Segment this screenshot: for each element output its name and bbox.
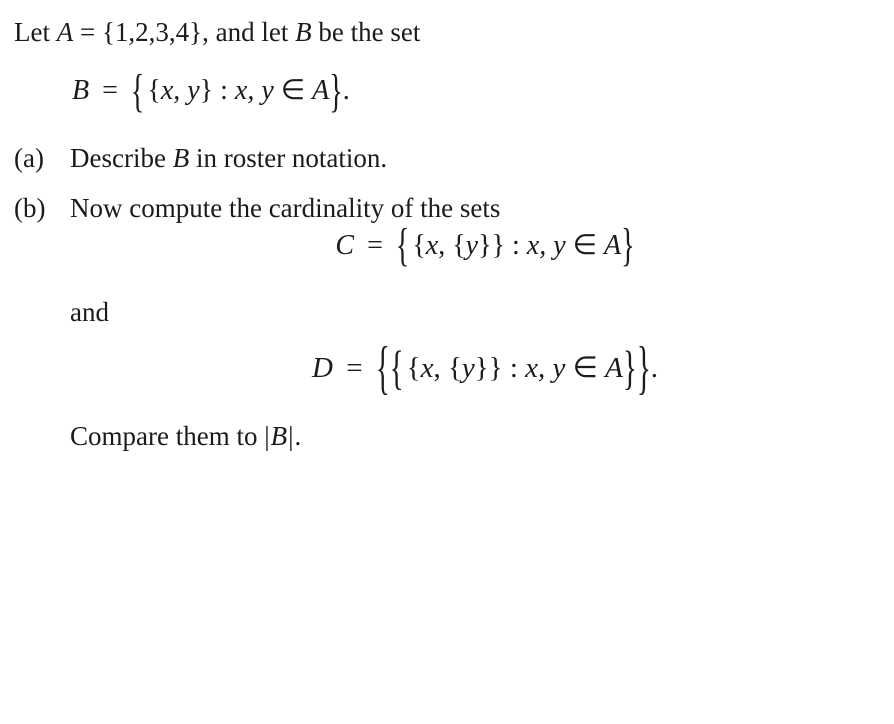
eqB-period: . [343, 75, 350, 106]
eqC-comma: , [438, 230, 445, 261]
eqB-cond-xy: x, y [235, 75, 274, 106]
intro-post: be the set [312, 17, 421, 47]
part-b-text1: Now compute the cardinality of the sets [70, 193, 500, 223]
eqC-innerClose: } [492, 230, 505, 261]
eqC-in: ∈ [573, 230, 597, 261]
part-b-final1: Compare them to [70, 421, 264, 451]
part-b-and: and [70, 294, 894, 330]
eqD-outerClose: } [637, 330, 651, 410]
eqB-cond-A: A [312, 75, 329, 106]
equation-B: B = {{x, y} : x, y ∈ A}. [72, 72, 894, 111]
eqD-yClose: } [475, 352, 489, 384]
eqD-colon: : [510, 352, 518, 384]
eqB-setClose: } [329, 62, 342, 124]
intro-mid: , and let [202, 17, 295, 47]
eqB-setOpen: { [131, 62, 144, 124]
eqD-comma: , [433, 352, 440, 384]
eqC-x: x [426, 230, 438, 261]
part-a: (a) Describe B in roster notation. [14, 140, 894, 176]
intro-A: A [57, 17, 74, 47]
eqC-eq: = [367, 230, 383, 261]
intro-set: {1,2,3,4} [102, 17, 202, 47]
eqD-outerOpen: { [376, 330, 390, 410]
intro-B: B [295, 17, 312, 47]
eqD-x: x [421, 352, 434, 384]
eqB-innerOpen: { [147, 75, 160, 106]
eqD-cond-A: A [605, 352, 623, 384]
part-a-B: B [173, 143, 190, 173]
part-b-marker: (b) [14, 190, 45, 226]
eqD-y: y [462, 352, 475, 384]
eqB-xy: x, y [161, 75, 200, 106]
part-a-text2: in roster notation. [189, 143, 387, 173]
eqD-cond-xy: x, y [525, 352, 565, 384]
eqC-setOpen: { [396, 216, 409, 278]
eqC-y: y [466, 230, 478, 261]
eqC-innerOpen: { [412, 230, 425, 261]
eqD-setClose: } [623, 338, 637, 403]
part-b-final2: . [295, 421, 302, 451]
eqD-yOpen: { [448, 352, 462, 384]
eqB-eq: = [102, 75, 118, 106]
eqD-period: . [651, 352, 658, 384]
eqD-innerClose: } [489, 352, 503, 384]
equation-D: D = {{{x, {y}} : x, y ∈ A}}. [70, 349, 894, 390]
eqC-yClose: } [478, 230, 491, 261]
eqD-eq: = [346, 352, 362, 384]
eqD-setOpen: { [390, 338, 404, 403]
part-b-final: Compare them to |B|. [70, 418, 894, 454]
equation-C: C = {{x, {y}} : x, y ∈ A} [70, 227, 894, 266]
eqC-lhs: C [335, 230, 354, 261]
eqC-colon: : [512, 230, 520, 261]
eqC-cond-xy: x, y [527, 230, 566, 261]
eqB-innerClose: } [200, 75, 213, 106]
part-b: (b) Now compute the cardinality of the s… [14, 190, 894, 454]
eqB-lhs: B [72, 75, 89, 106]
eqD-lhs: D [312, 352, 333, 384]
eqC-yOpen: { [452, 230, 465, 261]
eqC-cond-A: A [604, 230, 621, 261]
intro-eq: = [73, 17, 102, 47]
part-a-marker: (a) [14, 140, 44, 176]
eqB-in: ∈ [281, 75, 305, 106]
eqD-in: ∈ [573, 352, 598, 384]
part-a-text1: Describe [70, 143, 173, 173]
intro-pre: Let [14, 17, 57, 47]
part-b-final-abs: |B| [264, 421, 294, 451]
eqC-setClose: } [621, 216, 634, 278]
problem-intro: Let A = {1,2,3,4}, and let B be the set [14, 14, 894, 50]
eqD-innerOpen: { [407, 352, 421, 384]
eqB-colon: : [220, 75, 228, 106]
